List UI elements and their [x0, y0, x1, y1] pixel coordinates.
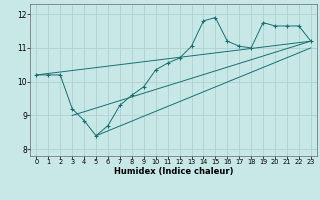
- X-axis label: Humidex (Indice chaleur): Humidex (Indice chaleur): [114, 167, 233, 176]
